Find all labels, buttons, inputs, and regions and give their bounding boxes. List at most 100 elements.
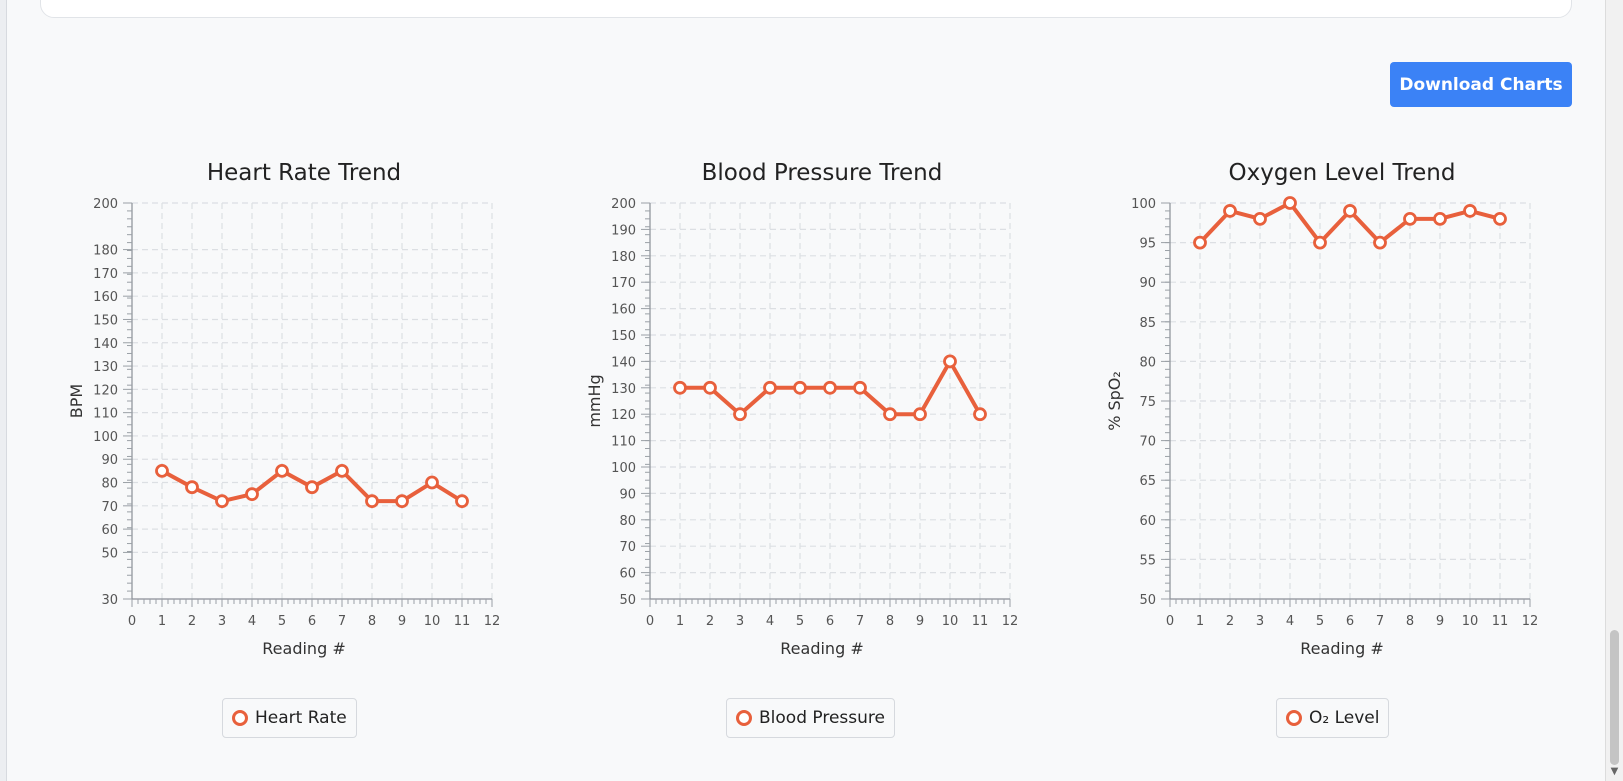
y-tick-label: 75 (1139, 395, 1156, 410)
data-point[interactable] (793, 380, 807, 395)
data-point[interactable] (425, 475, 439, 490)
data-point[interactable] (1343, 204, 1357, 218)
y-tick-label: 50 (619, 593, 636, 608)
y-tick-label: 90 (101, 453, 118, 468)
data-point[interactable] (823, 380, 837, 395)
x-tick-label: 10 (1462, 614, 1479, 629)
y-tick-label: 65 (1139, 474, 1156, 489)
data-point[interactable] (305, 480, 319, 495)
legend-blood-pressure[interactable]: Blood Pressure (726, 698, 895, 738)
y-tick-label: 150 (611, 329, 636, 344)
data-point[interactable] (395, 494, 409, 509)
data-point[interactable] (703, 380, 717, 395)
y-axis-label: % SpO₂ (1105, 371, 1124, 431)
data-point[interactable] (973, 407, 987, 422)
x-tick-label: 8 (886, 614, 894, 629)
y-tick-label: 180 (93, 244, 118, 259)
data-point[interactable] (1223, 204, 1237, 218)
data-point[interactable] (335, 463, 349, 478)
x-tick-label: 5 (796, 614, 804, 629)
x-tick-label: 9 (916, 614, 924, 629)
data-point[interactable] (1253, 211, 1267, 226)
data-point[interactable] (883, 407, 897, 422)
y-tick-label: 90 (619, 487, 636, 502)
y-tick-label: 60 (101, 523, 118, 538)
y-tick-label: 110 (611, 435, 636, 450)
data-point[interactable] (1433, 211, 1447, 226)
data-point[interactable] (1193, 235, 1207, 250)
legend-heart-rate[interactable]: Heart Rate (222, 698, 357, 738)
data-point[interactable] (455, 494, 469, 509)
x-tick-label: 9 (1436, 614, 1444, 629)
x-tick-label: 3 (1256, 614, 1264, 629)
y-tick-label: 120 (93, 383, 118, 398)
y-tick-label: 60 (1139, 514, 1156, 529)
y-tick-label: 60 (619, 567, 636, 582)
data-point[interactable] (1283, 196, 1297, 210)
top-card (40, 0, 1572, 18)
data-point[interactable] (245, 487, 259, 502)
chart-blood-pressure: Blood Pressure Trend 0 1 2 3 4 5 6 7 8 9 10 11 12 50 60… (570, 150, 1050, 750)
x-tick-label: 2 (706, 614, 714, 629)
data-point[interactable] (673, 380, 687, 395)
y-tick-label: 140 (611, 355, 636, 370)
chart-heart-rate: Heart Rate Trend 0 1 2 3 4 5 6 7 8 9 10 11 12 30 50 60 70… (52, 150, 532, 750)
x-tick-label: 2 (1226, 614, 1234, 629)
y-tick-label: 150 (93, 313, 118, 328)
scrollbar-thumb[interactable] (1610, 630, 1619, 765)
legend-label: O₂ Level (1309, 708, 1380, 728)
data-point[interactable] (853, 380, 867, 395)
legend-marker-icon (736, 710, 752, 726)
data-point[interactable] (1373, 235, 1387, 250)
y-tick-label: 100 (611, 461, 636, 476)
y-tick-label: 90 (1139, 276, 1156, 291)
y-tick-label: 140 (93, 337, 118, 352)
data-point[interactable] (1463, 204, 1477, 218)
x-tick-label: 4 (248, 614, 256, 629)
scroll-down-arrow-icon[interactable]: ▼ (1610, 766, 1619, 777)
y-tick-label: 110 (93, 407, 118, 422)
y-tick-label: 80 (1139, 355, 1156, 370)
data-point[interactable] (1493, 211, 1507, 226)
y-tick-label: 50 (101, 546, 118, 561)
y-tick-label: 70 (1139, 435, 1156, 450)
data-point[interactable] (155, 463, 169, 478)
x-tick-label: 1 (158, 614, 166, 629)
x-tick-label: 8 (1406, 614, 1414, 629)
data-point[interactable] (1313, 235, 1327, 250)
data-point[interactable] (913, 407, 927, 422)
data-point[interactable] (763, 380, 777, 395)
window-left-edge (0, 0, 7, 781)
data-point[interactable] (365, 494, 379, 509)
data-point[interactable] (733, 407, 747, 422)
x-tick-label: 6 (308, 614, 316, 629)
x-axis-label: Reading # (262, 639, 345, 658)
x-tick-label: 4 (1286, 614, 1294, 629)
x-tick-label: 10 (942, 614, 959, 629)
x-tick-label: 11 (972, 614, 989, 629)
download-charts-button[interactable]: Download Charts (1390, 62, 1572, 107)
legend-label: Heart Rate (255, 708, 347, 728)
data-point[interactable] (943, 354, 957, 369)
x-axis-label: Reading # (1300, 639, 1383, 658)
x-tick-label: 11 (1492, 614, 1509, 629)
data-point[interactable] (1403, 211, 1417, 226)
y-tick-label: 80 (619, 514, 636, 529)
vertical-scrollbar[interactable]: ▼ (1605, 0, 1623, 781)
x-tick-label: 4 (766, 614, 774, 629)
legend-oxygen-level[interactable]: O₂ Level (1276, 698, 1390, 738)
y-tick-label: 160 (611, 303, 636, 318)
x-tick-label: 3 (736, 614, 744, 629)
y-tick-label: 100 (93, 430, 118, 445)
data-point[interactable] (275, 463, 289, 478)
data-point[interactable] (215, 494, 229, 509)
x-tick-label: 2 (188, 614, 196, 629)
x-tick-label: 10 (424, 614, 441, 629)
y-tick-label: 30 (101, 593, 118, 608)
y-axis-label: mmHg (585, 374, 604, 427)
x-tick-label: 0 (128, 614, 136, 629)
data-point[interactable] (185, 480, 199, 495)
y-tick-label: 95 (1139, 237, 1156, 252)
